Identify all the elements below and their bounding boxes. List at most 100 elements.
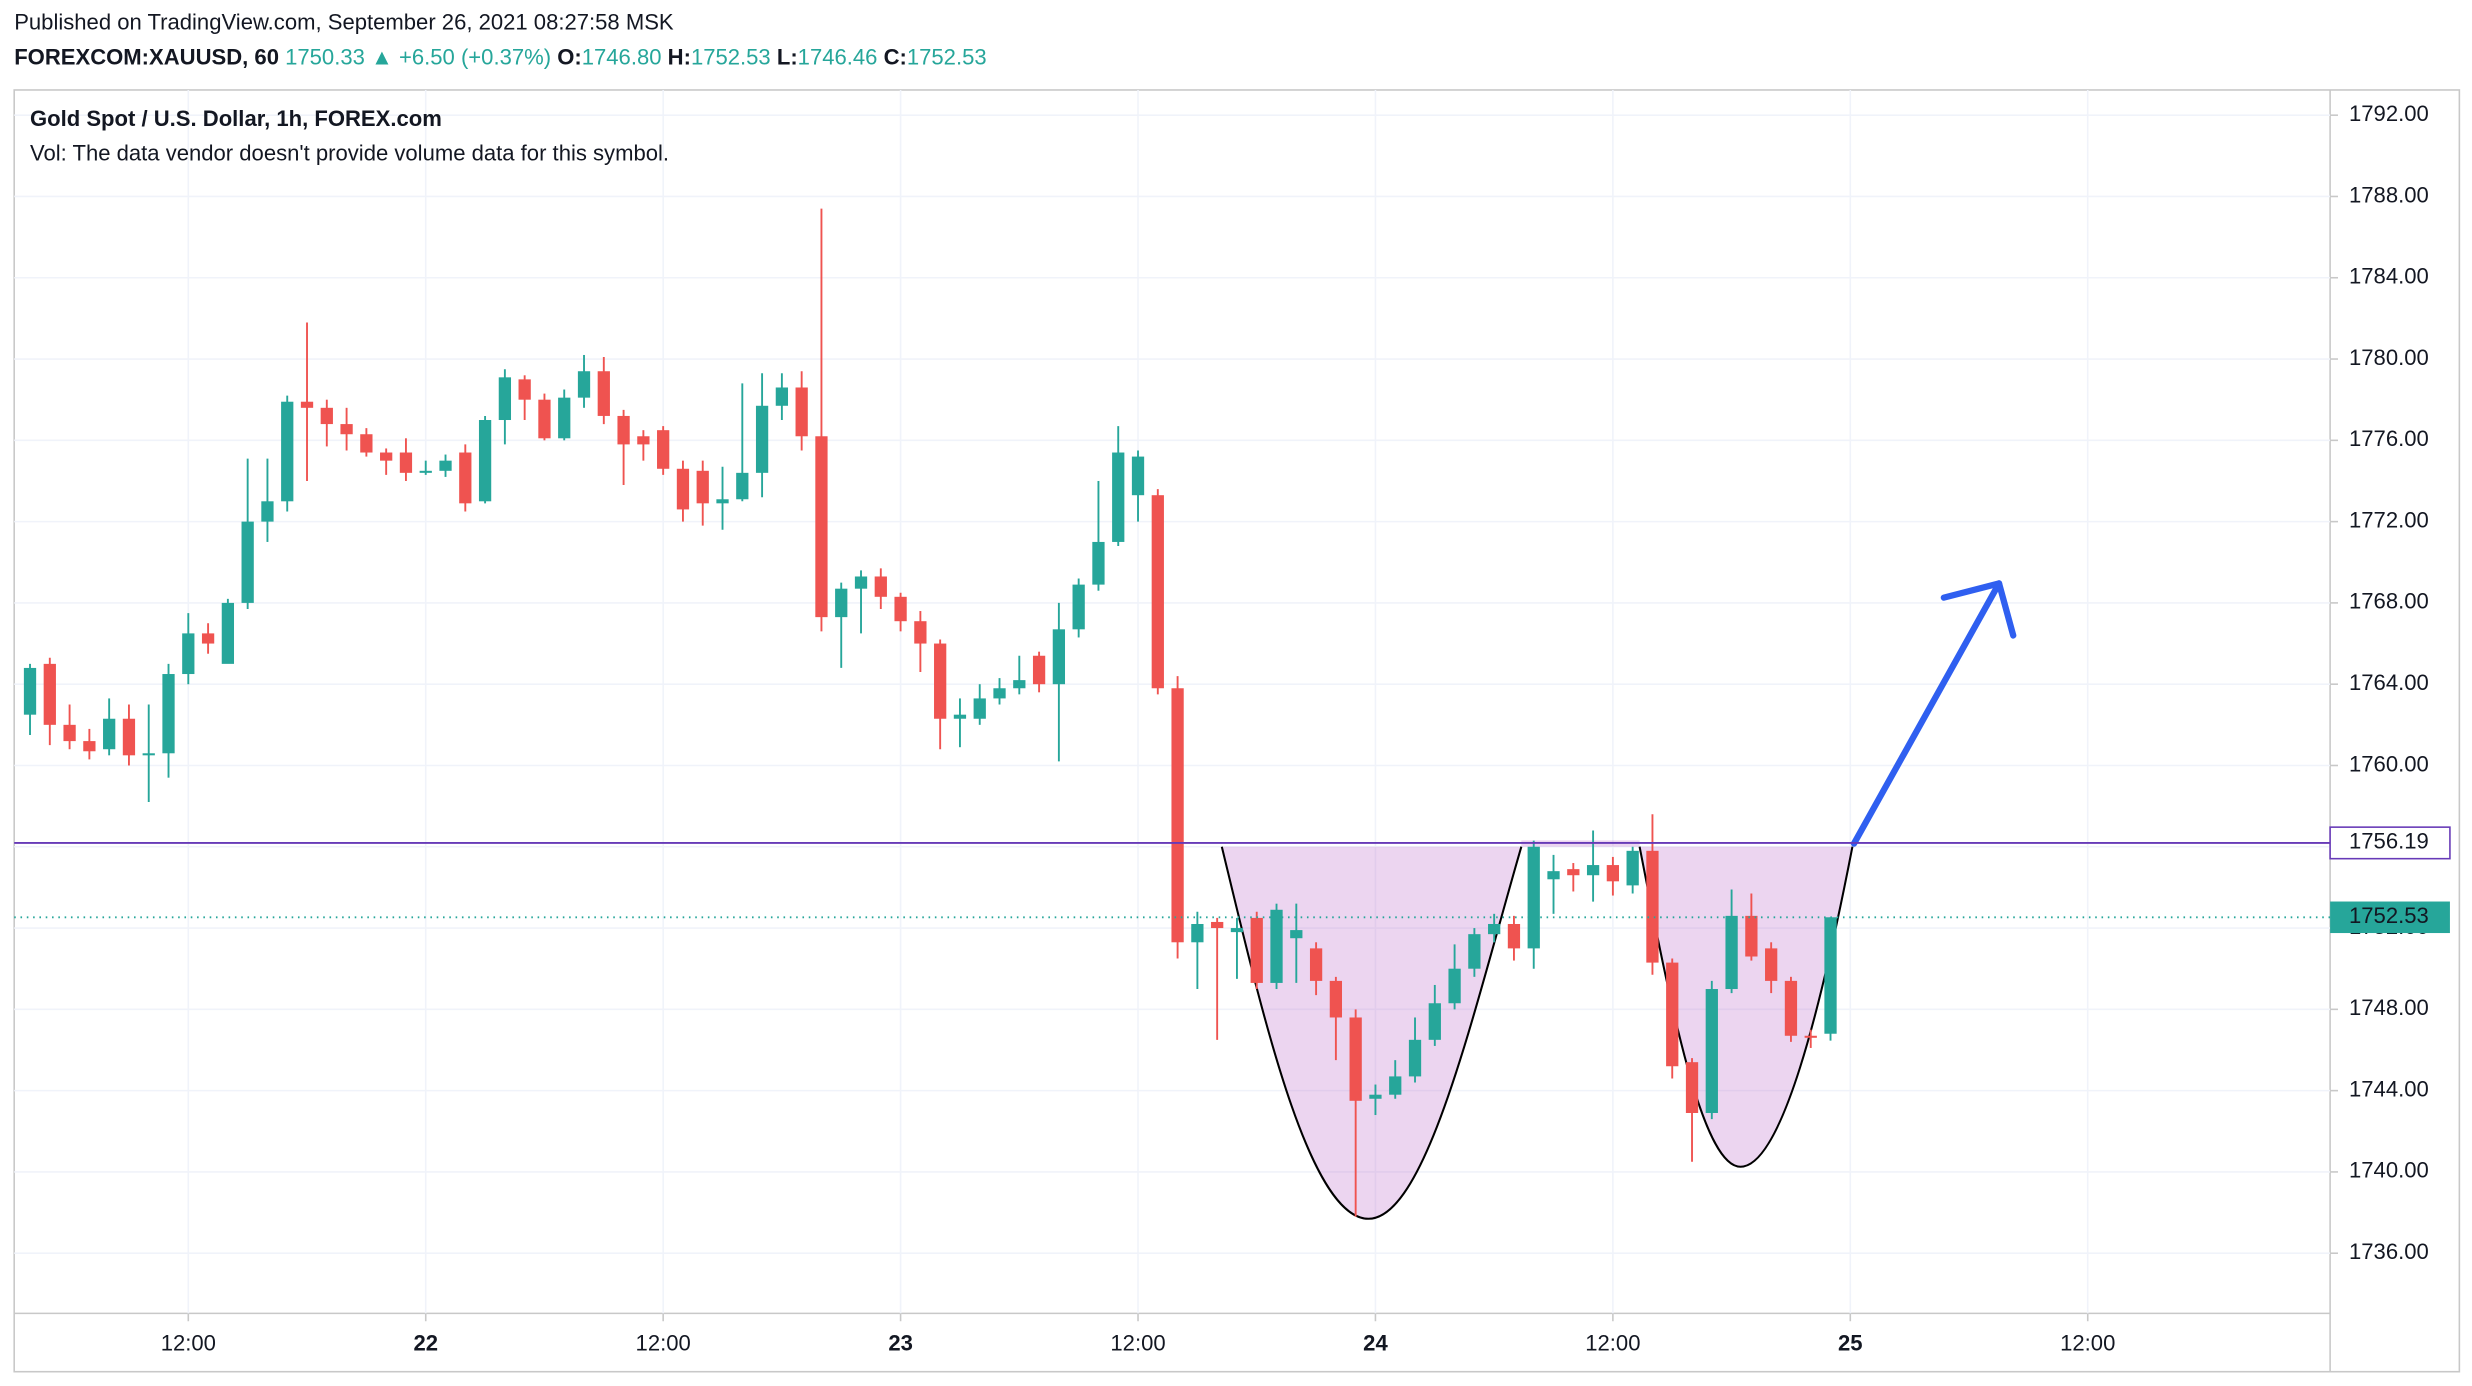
candle-body xyxy=(775,387,789,406)
candle-body xyxy=(1468,934,1481,969)
y-tick-label: 1736.00 xyxy=(2349,1239,2429,1264)
candles xyxy=(23,208,1837,1217)
candle-body xyxy=(1705,989,1718,1113)
candle-body xyxy=(1032,655,1046,685)
candle-body xyxy=(755,405,769,473)
candle-body xyxy=(577,371,591,398)
arrow-shaft xyxy=(1850,580,2003,847)
candle-body xyxy=(498,377,512,421)
candle-body xyxy=(597,371,610,416)
candle-body xyxy=(1765,948,1778,981)
candle-body xyxy=(1567,869,1580,876)
candle-body xyxy=(1804,1035,1817,1038)
candle-body xyxy=(1171,688,1184,943)
o-label: O: xyxy=(557,44,582,69)
y-tick-label: 1740.00 xyxy=(2349,1158,2429,1183)
candle-body xyxy=(1349,1017,1362,1101)
candle-body xyxy=(478,420,492,502)
candle-body xyxy=(1329,980,1343,1018)
candle-body xyxy=(953,714,967,719)
o-value: 1746.80 xyxy=(582,44,662,69)
candle-body xyxy=(1626,850,1639,886)
candle-body xyxy=(934,643,947,719)
x-tick-label: 24 xyxy=(1363,1331,1388,1356)
candle-body xyxy=(1606,865,1620,882)
candle-body xyxy=(854,576,868,589)
candle-body xyxy=(459,452,472,504)
candle-body xyxy=(1290,930,1303,939)
candle-body xyxy=(122,718,136,756)
candle-body xyxy=(1527,846,1540,949)
candle-body xyxy=(1745,915,1758,957)
candle-body xyxy=(182,633,195,675)
candle-body xyxy=(1250,917,1263,983)
l-value: 1746.46 xyxy=(798,44,878,69)
candle-body xyxy=(399,452,413,473)
chart-title: Gold Spot / U.S. Dollar, 1h, FOREX.com xyxy=(30,106,442,131)
candle-body xyxy=(1389,1076,1402,1095)
candle-body xyxy=(1092,541,1105,585)
handle-fill xyxy=(1639,846,1853,1167)
candle-body xyxy=(83,741,96,752)
candle-body xyxy=(221,602,235,664)
candle-body xyxy=(142,753,155,756)
candle-body xyxy=(1824,917,1837,1034)
candle-body xyxy=(1230,928,1244,933)
candle-body xyxy=(419,470,432,473)
candle-body xyxy=(1408,1039,1422,1077)
chart-subtitle: Vol: The data vendor doesn't provide vol… xyxy=(30,140,669,165)
y-tick-label: 1772.00 xyxy=(2349,507,2429,532)
candle-body xyxy=(973,698,986,719)
candle-body xyxy=(340,424,353,435)
last-price-tag xyxy=(2330,901,2450,934)
published-note: Published on TradingView.com, September … xyxy=(14,10,674,35)
l-label: L: xyxy=(777,44,798,69)
y-tick-label: 1760.00 xyxy=(2349,751,2429,776)
candle-body xyxy=(894,596,907,622)
candle-body xyxy=(1488,923,1501,935)
candle-body xyxy=(1784,980,1798,1036)
candle-body xyxy=(914,621,927,644)
y-tick-label: 1768.00 xyxy=(2349,589,2429,614)
level-tag-label: 1756.19 xyxy=(2349,829,2429,854)
candle-body xyxy=(1270,909,1283,983)
c-value: 1752.53 xyxy=(907,44,987,69)
x-tick-label: 12:00 xyxy=(1110,1331,1165,1356)
x-tick-label: 23 xyxy=(888,1331,913,1356)
y-tick-label: 1784.00 xyxy=(2349,264,2429,289)
x-tick-label: 12:00 xyxy=(636,1331,691,1356)
cup-outline xyxy=(1220,846,1523,1220)
candle-body xyxy=(320,407,333,425)
candle-body xyxy=(23,667,37,715)
candle-body xyxy=(162,674,175,754)
x-tick-label: 12:00 xyxy=(2060,1331,2115,1356)
candle-body xyxy=(439,460,452,471)
candle-body xyxy=(1309,948,1323,981)
candle-body xyxy=(63,724,76,742)
candle-body xyxy=(1646,850,1659,963)
candle-body xyxy=(1547,871,1560,880)
c-label: C: xyxy=(884,44,907,69)
candle-body xyxy=(281,401,294,502)
candle-body xyxy=(1211,921,1224,929)
candle-body xyxy=(1151,495,1164,689)
h-value: 1752.53 xyxy=(691,44,771,69)
symbol-line: FOREXCOM:XAUUSD, 60 1750.33 ▲ +6.50 (+0.… xyxy=(14,44,986,69)
candle-body xyxy=(201,633,215,644)
candle-body xyxy=(1112,452,1125,542)
candle-body xyxy=(1191,923,1204,943)
candle-body xyxy=(795,387,808,437)
candle-body xyxy=(261,501,274,522)
y-tick-label: 1788.00 xyxy=(2349,182,2429,207)
candle-body xyxy=(1666,962,1679,1067)
y-tick-label: 1776.00 xyxy=(2349,426,2429,451)
candle-body xyxy=(360,434,373,453)
candle-body xyxy=(1131,456,1145,496)
candle-body xyxy=(637,436,650,445)
candle-body xyxy=(617,415,630,445)
candle-body xyxy=(1448,968,1461,1004)
candle-body xyxy=(874,576,887,597)
